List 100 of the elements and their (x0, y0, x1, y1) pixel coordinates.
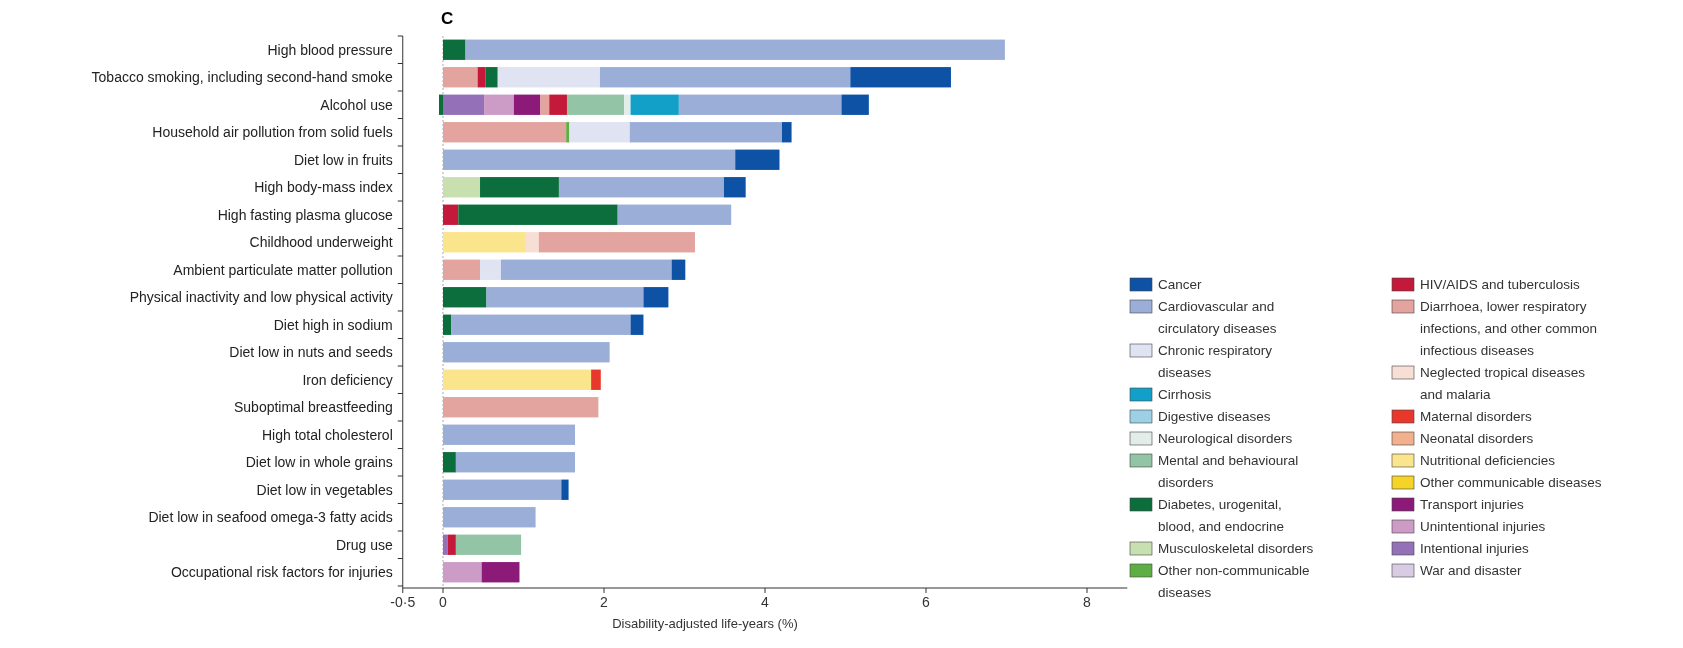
bar (484, 94, 514, 115)
bar (485, 67, 498, 88)
bar (455, 534, 522, 555)
bar (443, 424, 576, 445)
legend-label: Digestive diseases (1158, 408, 1271, 424)
bar (500, 259, 672, 280)
bar (497, 67, 600, 88)
bar (624, 94, 631, 115)
y-tick-label: Diet low in fruits (293, 151, 393, 168)
bar (591, 369, 601, 390)
bar (643, 287, 669, 308)
legend-label: Other non-communicable diseases (1158, 562, 1310, 600)
y-tick-label: Childhood underweight (249, 234, 393, 251)
y-tick-label: Household air pollution from solid fuels (152, 124, 393, 141)
y-tick-label: High blood pressure (267, 41, 393, 58)
y-tick-label: Diet high in sodium (273, 316, 393, 333)
y-tick-label: Physical inactivity and low physical activity (129, 289, 393, 306)
legend-label: Diarrhoea, lower respiratory infections, and other common infectious diseases (1420, 298, 1598, 358)
legend-label: Other communicable diseases (1420, 474, 1602, 490)
bar (443, 397, 599, 418)
y-tick-label: Ambient particulate matter pollution (173, 261, 393, 278)
bar (569, 122, 630, 143)
bar (671, 259, 686, 280)
y-tick-label: Alcohol use (320, 96, 393, 113)
y-tick-label: Diet low in vegetables (256, 481, 393, 498)
bar (443, 369, 592, 390)
x-tick-label: -0·5 (390, 594, 416, 610)
y-tick-label: High body-mass index (254, 179, 393, 196)
bar (480, 177, 559, 198)
legend-label: Musculoskeletal disorders (1158, 540, 1314, 556)
bar (451, 314, 631, 335)
bar (465, 39, 1005, 60)
bar (630, 94, 679, 115)
bar (443, 39, 466, 60)
bar (443, 259, 481, 280)
bar (566, 122, 570, 143)
bar (486, 287, 644, 308)
bar (540, 94, 550, 115)
y-tick-label: Diet low in seafood omega-3 fatty acids (148, 509, 393, 526)
legend-label: Neglected tropical diseases and malaria (1420, 364, 1586, 402)
bar (443, 452, 456, 473)
bar (781, 122, 792, 143)
legend-label: Maternal disorders (1420, 408, 1533, 424)
y-tick-label: High fasting plasma glucose (217, 206, 393, 223)
bar (566, 94, 625, 115)
bar (443, 342, 610, 363)
y-tick-label: Drug use (335, 536, 393, 553)
legend-label: Cancer (1158, 276, 1203, 292)
bar (443, 287, 487, 308)
legend-label: Chronic respiratory diseases (1158, 342, 1273, 380)
bar (443, 314, 452, 335)
legend-label: Diabetes, urogenital, blood, and endocrine (1158, 496, 1285, 534)
bar (443, 534, 448, 555)
bar (549, 94, 567, 115)
y-tick-label: High total cholesterol (262, 426, 393, 443)
y-tick-label: Occupational risk factors for injuries (170, 564, 393, 581)
bar (443, 507, 536, 528)
y-tick-label: Tobacco smoking, including second-hand smoke (91, 69, 393, 86)
x-tick-label: 0 (439, 594, 448, 610)
legend-label: HIV/AIDS and tuberculosis (1420, 276, 1581, 292)
bar (455, 452, 576, 473)
legend-label: Unintentional injuries (1420, 518, 1546, 534)
bar (443, 67, 478, 88)
bar (630, 314, 644, 335)
bar (735, 149, 780, 170)
bar (443, 479, 562, 500)
bar (443, 149, 736, 170)
legend-label: Cirrhosis (1158, 386, 1212, 402)
bar (443, 232, 526, 253)
y-tick-label: Diet low in whole grains (245, 454, 393, 471)
bar (538, 232, 695, 253)
chart-title: C (441, 9, 454, 28)
bar (477, 67, 486, 88)
bar (678, 94, 842, 115)
y-tick-label: Iron deficiency (302, 371, 393, 388)
legend-label: Neonatal disorders (1420, 430, 1534, 446)
bar (481, 562, 520, 583)
legend-label: Intentional injuries (1420, 540, 1530, 556)
bar (443, 562, 482, 583)
x-axis-title: Disability-adjusted life-years (%) (612, 616, 798, 631)
bar (561, 479, 569, 500)
bar (443, 94, 485, 115)
bar (443, 177, 481, 198)
bar (458, 204, 618, 225)
bar (447, 534, 456, 555)
x-tick-label: 8 (1083, 594, 1092, 610)
legend-label: Nutritional deficiencies (1420, 452, 1556, 468)
legend-label: Transport injuries (1420, 496, 1525, 512)
bar (525, 232, 539, 253)
x-tick-label: 6 (922, 594, 931, 610)
bar (558, 177, 724, 198)
legend-label: Cardiovascular and circulatory diseases (1158, 298, 1277, 336)
bar (438, 94, 443, 115)
bar (513, 94, 541, 115)
bar (629, 122, 782, 143)
bar (480, 259, 501, 280)
y-tick-label: Suboptimal breastfeeding (233, 399, 393, 416)
bar (443, 122, 567, 143)
bar (723, 177, 746, 198)
x-tick-label: 2 (600, 594, 609, 610)
